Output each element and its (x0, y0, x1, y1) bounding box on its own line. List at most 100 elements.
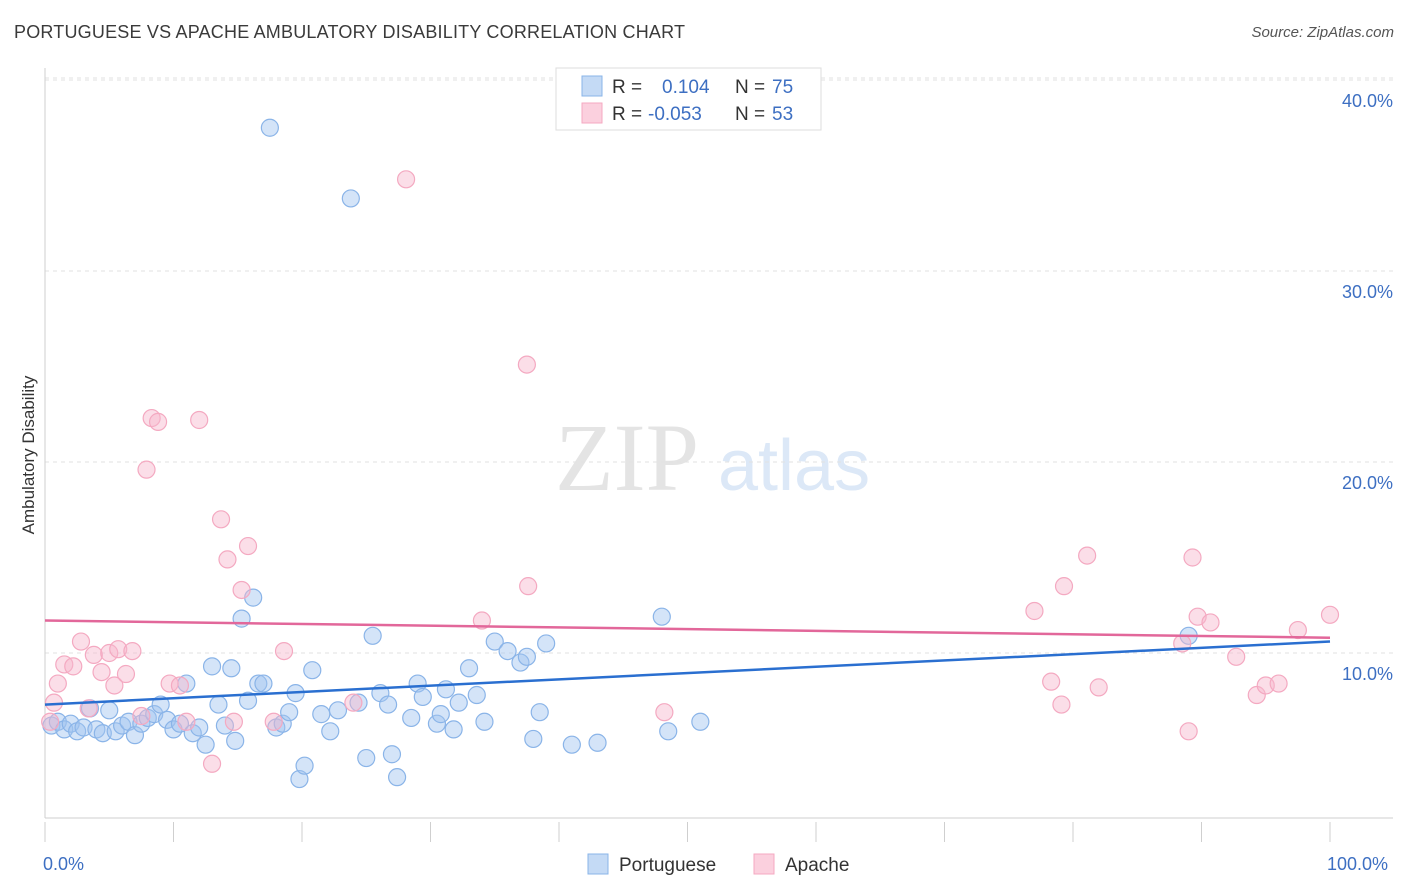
legend-box: R = 0.104 N = 75 R = -0.053 N = 53 (555, 67, 822, 131)
point-apache-13 (123, 641, 142, 661)
point-apache-38 (1052, 695, 1071, 714)
point-portuguese-70 (530, 703, 549, 722)
source-label: Source: ZipAtlas.com (1251, 24, 1394, 41)
point-portuguese-59 (436, 680, 456, 699)
legend-r-value-apache: -0.053 (648, 104, 702, 125)
point-portuguese-28 (222, 659, 241, 678)
legend-r-label-apache: R = (612, 104, 642, 125)
point-apache-6 (79, 699, 98, 718)
point-apache-19 (170, 676, 190, 695)
point-portuguese-31 (238, 691, 258, 710)
point-portuguese-62 (459, 659, 479, 678)
point-portuguese-40 (290, 769, 309, 789)
point-apache-12 (116, 664, 136, 684)
point-portuguese-76 (691, 712, 710, 731)
point-apache-32 (472, 611, 491, 630)
legend-r-label-portuguese: R = (612, 77, 642, 98)
point-portuguese-34 (254, 674, 273, 693)
watermark-zip: ZIP (555, 404, 699, 511)
y-tick-label-10: 10.0% (1342, 664, 1393, 684)
point-portuguese-27 (215, 716, 234, 735)
watermark-atlas: atlas (718, 426, 870, 506)
point-apache-4 (64, 657, 83, 676)
point-portuguese-29 (226, 731, 245, 750)
point-portuguese-37 (273, 714, 292, 733)
point-portuguese-61 (449, 693, 468, 712)
point-portuguese-30 (232, 609, 251, 628)
point-portuguese-9 (100, 701, 119, 720)
point-portuguese-35 (260, 118, 279, 137)
x-tick-label-min: 0.0% (43, 854, 84, 874)
point-apache-25 (224, 712, 243, 731)
x-tick-label-max: 100.0% (1327, 854, 1388, 874)
y-tick-label-30: 30.0% (1342, 282, 1393, 302)
point-portuguese-72 (562, 735, 581, 754)
point-portuguese-69 (524, 729, 543, 749)
point-portuguese-56 (413, 687, 432, 707)
legend-n-label-portuguese: N = (735, 77, 765, 98)
point-apache-21 (190, 410, 209, 430)
point-apache-8 (92, 662, 111, 682)
legend-swatch-apache (581, 102, 603, 124)
point-apache-2 (48, 674, 67, 693)
point-portuguese-26 (209, 695, 228, 714)
point-apache-26 (232, 580, 251, 600)
point-portuguese-74 (652, 607, 671, 626)
series-portuguese (42, 118, 1198, 789)
point-apache-9 (100, 643, 119, 663)
point-portuguese-73 (588, 733, 607, 752)
trend-line-portuguese (44, 640, 1331, 706)
point-apache-10 (105, 676, 124, 695)
point-portuguese-42 (303, 661, 322, 680)
y-tick-labels: 10.0% 20.0% 30.0% 40.0% (1342, 91, 1393, 684)
point-portuguese-63 (467, 685, 486, 705)
legend-r-value-portuguese: 0.104 (662, 77, 710, 98)
point-apache-47 (1227, 647, 1246, 666)
point-apache-7 (84, 645, 103, 665)
point-apache-22 (202, 754, 222, 773)
point-apache-3 (55, 655, 74, 674)
legend-n-value-portuguese: 75 (772, 77, 793, 98)
point-portuguese-25 (202, 657, 222, 676)
point-portuguese-46 (341, 189, 360, 208)
point-apache-40 (1078, 546, 1097, 565)
point-apache-35 (655, 703, 674, 722)
axes (44, 68, 1393, 819)
point-apache-50 (1269, 674, 1288, 693)
trend-lines (44, 619, 1331, 706)
point-portuguese-65 (485, 632, 504, 651)
point-portuguese-52 (382, 745, 402, 764)
point-portuguese-47 (349, 693, 368, 712)
point-apache-27 (238, 536, 258, 556)
point-portuguese-51 (378, 695, 398, 714)
point-apache-20 (177, 712, 196, 731)
bottom-legend-label-apache: Apache (785, 855, 849, 876)
point-apache-33 (517, 355, 536, 374)
point-portuguese-49 (363, 626, 382, 645)
point-portuguese-55 (408, 674, 427, 693)
point-apache-36 (1025, 601, 1044, 621)
point-apache-29 (274, 641, 294, 661)
grid-lines (45, 77, 1393, 654)
bottom-legend-swatch-portuguese (587, 853, 609, 875)
point-portuguese-58 (431, 705, 450, 724)
point-apache-23 (211, 510, 231, 529)
point-portuguese-53 (387, 768, 407, 787)
point-portuguese-44 (321, 722, 340, 741)
point-apache-34 (519, 577, 538, 596)
legend-n-label-apache: N = (735, 104, 765, 125)
point-apache-37 (1042, 672, 1061, 691)
point-apache-14 (132, 706, 151, 726)
chart-title: PORTUGUESE VS APACHE AMBULATORY DISABILI… (14, 22, 686, 42)
bottom-legend-label-portuguese: Portuguese (619, 855, 716, 876)
point-portuguese-45 (328, 701, 348, 720)
point-portuguese-54 (402, 708, 421, 728)
point-portuguese-48 (357, 748, 376, 768)
point-portuguese-71 (537, 634, 556, 653)
point-apache-52 (1320, 605, 1340, 624)
point-apache-11 (109, 640, 128, 659)
y-tick-label-40: 40.0% (1342, 91, 1393, 111)
point-apache-24 (218, 550, 237, 569)
point-portuguese-60 (444, 720, 463, 739)
